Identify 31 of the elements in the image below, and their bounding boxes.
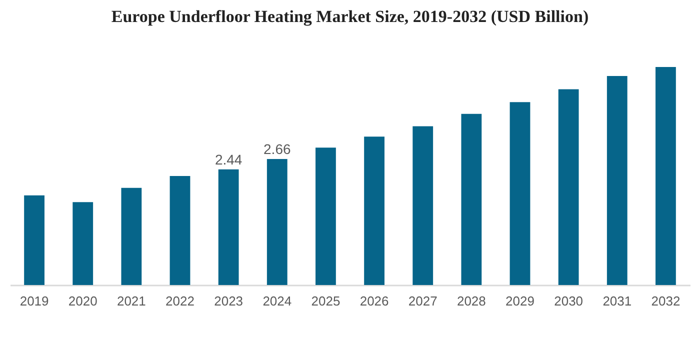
bar: [558, 89, 579, 285]
x-tick-label: 2029: [506, 294, 534, 308]
bar: [364, 136, 384, 285]
x-tick-label: 2032: [651, 294, 680, 308]
x-tick-label: 2024: [262, 294, 292, 308]
bar: [412, 126, 434, 285]
bar: [72, 202, 94, 285]
x-tick-label: 2026: [360, 294, 389, 308]
x-tick-label: 2025: [311, 294, 340, 308]
x-tick-label: 2021: [116, 294, 146, 308]
bar: [121, 188, 142, 285]
bar: [24, 195, 44, 285]
x-tick-label: 2022: [166, 294, 194, 308]
bar: [218, 169, 239, 285]
bar: [656, 67, 676, 285]
data-label: 2.44: [214, 151, 242, 168]
bar: [461, 114, 482, 285]
bar: [510, 102, 530, 285]
x-tick-label: 2019: [20, 294, 49, 308]
x-tick-label: 2031: [602, 294, 632, 308]
x-tick-label: 2027: [408, 294, 438, 308]
x-tick-label: 2023: [214, 294, 244, 308]
x-tick-label: 2020: [68, 294, 98, 308]
bar: [170, 176, 190, 285]
data-label: 2.66: [264, 140, 291, 157]
chart-title: Europe Underfloor Heating Market Size, 2019-2032 (USD Billion): [111, 7, 589, 26]
x-tick-label: 2028: [456, 294, 486, 308]
x-tick-label: 2030: [554, 294, 584, 308]
bar: [606, 76, 628, 285]
bar: [266, 158, 288, 285]
bar: [316, 148, 336, 285]
